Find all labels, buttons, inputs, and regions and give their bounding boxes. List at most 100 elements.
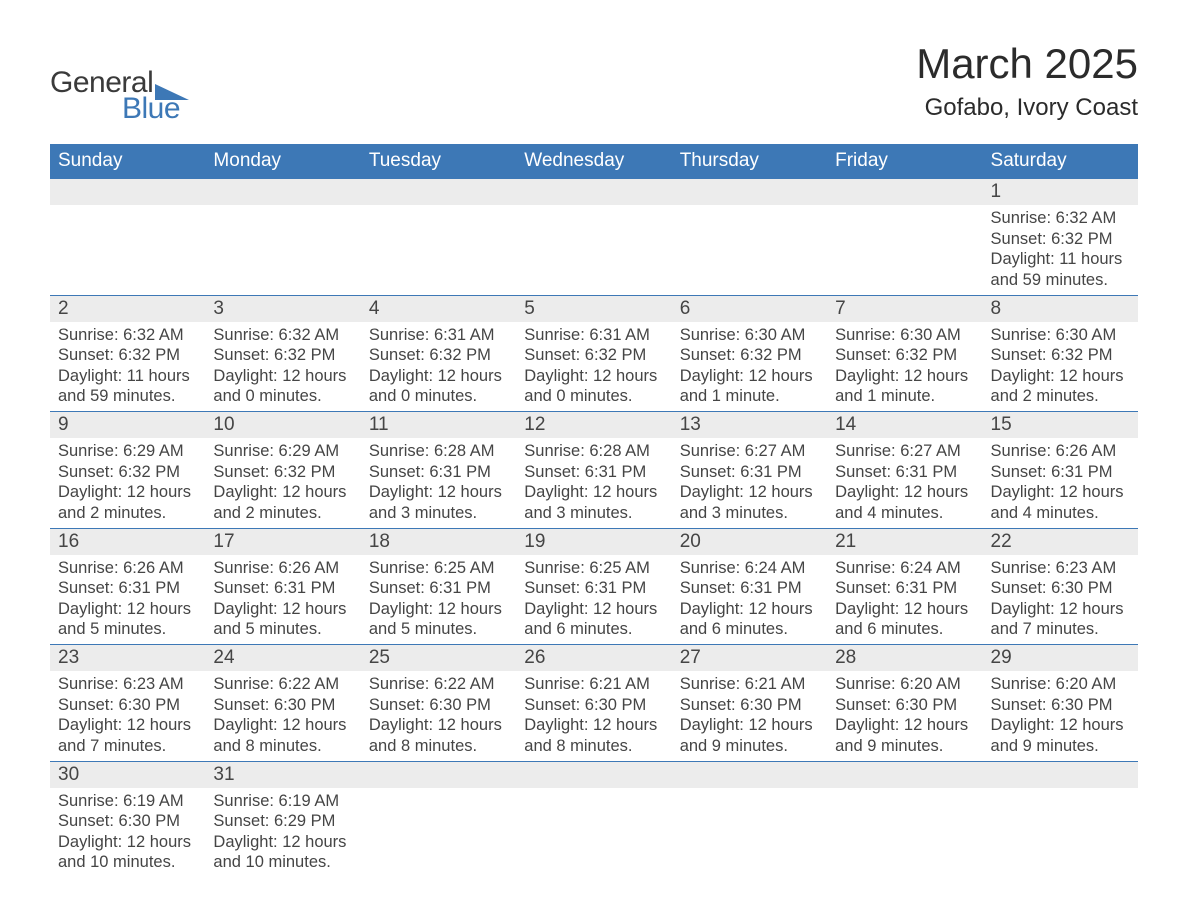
day-number-cell: 28 bbox=[827, 645, 982, 672]
day-details-cell bbox=[672, 205, 827, 295]
daylight-text: Daylight: 12 hours and 7 minutes. bbox=[991, 599, 1130, 640]
day-details-cell: Sunrise: 6:22 AMSunset: 6:30 PMDaylight:… bbox=[205, 671, 360, 761]
sunrise-text: Sunrise: 6:25 AM bbox=[524, 558, 663, 579]
sunset-text: Sunset: 6:30 PM bbox=[58, 695, 197, 716]
sunrise-text: Sunrise: 6:30 AM bbox=[835, 325, 974, 346]
sunrise-text: Sunrise: 6:23 AM bbox=[991, 558, 1130, 579]
day-number: 29 bbox=[991, 647, 1012, 668]
day-number-cell: 12 bbox=[516, 412, 671, 439]
day-number: 14 bbox=[835, 414, 856, 435]
day-number: 16 bbox=[58, 531, 79, 552]
sunrise-text: Sunrise: 6:26 AM bbox=[58, 558, 197, 579]
sunset-text: Sunset: 6:30 PM bbox=[991, 578, 1130, 599]
sunrise-text: Sunrise: 6:29 AM bbox=[58, 441, 197, 462]
day-number-cell: 21 bbox=[827, 528, 982, 555]
day-number-cell: 16 bbox=[50, 528, 205, 555]
day-details-cell bbox=[361, 788, 516, 878]
day-header: Saturday bbox=[983, 144, 1138, 179]
daylight-text: Daylight: 12 hours and 9 minutes. bbox=[835, 715, 974, 756]
day-details-cell bbox=[50, 205, 205, 295]
sunset-text: Sunset: 6:32 PM bbox=[213, 462, 352, 483]
sunset-text: Sunset: 6:31 PM bbox=[680, 462, 819, 483]
day-number: 6 bbox=[680, 298, 691, 319]
logo-text-blue: Blue bbox=[122, 92, 180, 126]
sunset-text: Sunset: 6:30 PM bbox=[213, 695, 352, 716]
day-number: 27 bbox=[680, 647, 701, 668]
sunset-text: Sunset: 6:32 PM bbox=[524, 345, 663, 366]
daylight-text: Daylight: 12 hours and 5 minutes. bbox=[369, 599, 508, 640]
sunset-text: Sunset: 6:30 PM bbox=[835, 695, 974, 716]
day-number-cell: 2 bbox=[50, 295, 205, 322]
day-details-cell: Sunrise: 6:21 AMSunset: 6:30 PMDaylight:… bbox=[516, 671, 671, 761]
day-details-cell: Sunrise: 6:22 AMSunset: 6:30 PMDaylight:… bbox=[361, 671, 516, 761]
sunset-text: Sunset: 6:31 PM bbox=[369, 462, 508, 483]
sunrise-text: Sunrise: 6:28 AM bbox=[369, 441, 508, 462]
daylight-text: Daylight: 12 hours and 5 minutes. bbox=[213, 599, 352, 640]
day-details-cell: Sunrise: 6:31 AMSunset: 6:32 PMDaylight:… bbox=[516, 322, 671, 412]
day-details-cell: Sunrise: 6:29 AMSunset: 6:32 PMDaylight:… bbox=[50, 438, 205, 528]
daynum-row: 23242526272829 bbox=[50, 645, 1138, 672]
day-number: 5 bbox=[524, 298, 535, 319]
day-number-cell: 19 bbox=[516, 528, 671, 555]
day-header: Sunday bbox=[50, 144, 205, 179]
sunset-text: Sunset: 6:30 PM bbox=[524, 695, 663, 716]
sunset-text: Sunset: 6:30 PM bbox=[369, 695, 508, 716]
day-number-cell: 26 bbox=[516, 645, 671, 672]
daylight-text: Daylight: 12 hours and 10 minutes. bbox=[213, 832, 352, 873]
day-number-cell: 13 bbox=[672, 412, 827, 439]
daylight-text: Daylight: 11 hours and 59 minutes. bbox=[58, 366, 197, 407]
day-number-cell bbox=[205, 179, 360, 206]
day-number: 25 bbox=[369, 647, 390, 668]
day-number-cell: 27 bbox=[672, 645, 827, 672]
day-details-cell: Sunrise: 6:27 AMSunset: 6:31 PMDaylight:… bbox=[672, 438, 827, 528]
sunset-text: Sunset: 6:30 PM bbox=[991, 695, 1130, 716]
sunrise-text: Sunrise: 6:24 AM bbox=[835, 558, 974, 579]
month-title: March 2025 bbox=[916, 40, 1138, 88]
day-number-cell: 15 bbox=[983, 412, 1138, 439]
day-number-cell: 14 bbox=[827, 412, 982, 439]
day-number: 18 bbox=[369, 531, 390, 552]
sunrise-text: Sunrise: 6:21 AM bbox=[524, 674, 663, 695]
day-number: 20 bbox=[680, 531, 701, 552]
daylight-text: Daylight: 12 hours and 6 minutes. bbox=[680, 599, 819, 640]
day-details-cell: Sunrise: 6:19 AMSunset: 6:29 PMDaylight:… bbox=[205, 788, 360, 878]
day-number: 3 bbox=[213, 298, 224, 319]
sunset-text: Sunset: 6:31 PM bbox=[835, 462, 974, 483]
day-details-cell: Sunrise: 6:24 AMSunset: 6:31 PMDaylight:… bbox=[672, 555, 827, 645]
sunset-text: Sunset: 6:30 PM bbox=[680, 695, 819, 716]
sunrise-text: Sunrise: 6:20 AM bbox=[991, 674, 1130, 695]
day-details-cell: Sunrise: 6:28 AMSunset: 6:31 PMDaylight:… bbox=[516, 438, 671, 528]
sunrise-text: Sunrise: 6:19 AM bbox=[213, 791, 352, 812]
sunrise-text: Sunrise: 6:22 AM bbox=[369, 674, 508, 695]
day-details-cell: Sunrise: 6:27 AMSunset: 6:31 PMDaylight:… bbox=[827, 438, 982, 528]
day-number-cell: 8 bbox=[983, 295, 1138, 322]
daylight-text: Daylight: 12 hours and 2 minutes. bbox=[213, 482, 352, 523]
sunset-text: Sunset: 6:30 PM bbox=[58, 811, 197, 832]
sunset-text: Sunset: 6:31 PM bbox=[58, 578, 197, 599]
day-number-cell: 11 bbox=[361, 412, 516, 439]
sunrise-text: Sunrise: 6:30 AM bbox=[991, 325, 1130, 346]
day-details-cell: Sunrise: 6:23 AMSunset: 6:30 PMDaylight:… bbox=[983, 555, 1138, 645]
day-number: 26 bbox=[524, 647, 545, 668]
sunset-text: Sunset: 6:32 PM bbox=[369, 345, 508, 366]
day-details-cell: Sunrise: 6:32 AMSunset: 6:32 PMDaylight:… bbox=[205, 322, 360, 412]
daylight-text: Daylight: 12 hours and 0 minutes. bbox=[213, 366, 352, 407]
day-details-cell bbox=[827, 788, 982, 878]
daynum-row: 9101112131415 bbox=[50, 412, 1138, 439]
sunrise-text: Sunrise: 6:30 AM bbox=[680, 325, 819, 346]
daylight-text: Daylight: 12 hours and 10 minutes. bbox=[58, 832, 197, 873]
day-number-cell: 23 bbox=[50, 645, 205, 672]
daylight-text: Daylight: 12 hours and 5 minutes. bbox=[58, 599, 197, 640]
sunrise-text: Sunrise: 6:28 AM bbox=[524, 441, 663, 462]
sunrise-text: Sunrise: 6:23 AM bbox=[58, 674, 197, 695]
day-number: 9 bbox=[58, 414, 69, 435]
sunrise-text: Sunrise: 6:32 AM bbox=[991, 208, 1130, 229]
day-number-cell: 3 bbox=[205, 295, 360, 322]
day-number-cell: 22 bbox=[983, 528, 1138, 555]
day-number: 8 bbox=[991, 298, 1002, 319]
sunset-text: Sunset: 6:31 PM bbox=[213, 578, 352, 599]
day-number: 15 bbox=[991, 414, 1012, 435]
daylight-text: Daylight: 12 hours and 8 minutes. bbox=[213, 715, 352, 756]
day-details-cell bbox=[516, 205, 671, 295]
day-details-cell: Sunrise: 6:20 AMSunset: 6:30 PMDaylight:… bbox=[983, 671, 1138, 761]
